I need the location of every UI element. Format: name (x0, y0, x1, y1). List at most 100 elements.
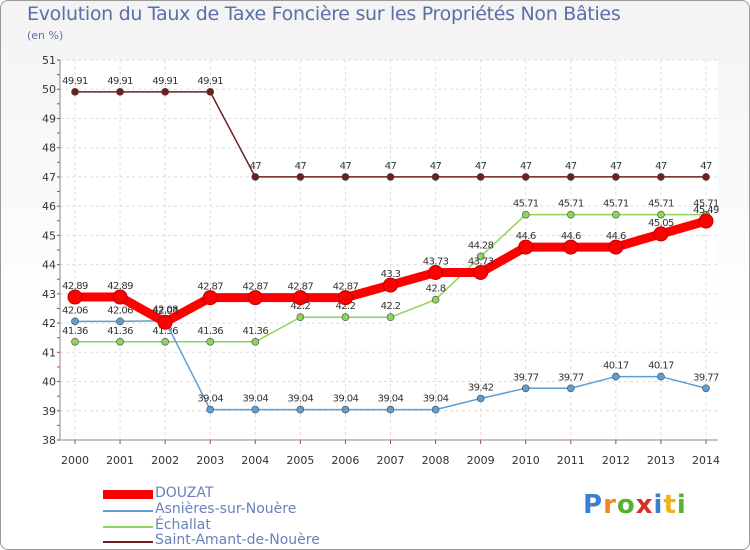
x-tick-label: 2007 (377, 454, 405, 467)
data-label-asni-res-sur-nou-re: 42.06 (62, 305, 88, 316)
y-tick-label: 41 (42, 346, 56, 359)
data-point-saint-amant-de-nou-re (251, 173, 260, 181)
y-tick-label: 49 (42, 112, 56, 125)
data-point--challat (341, 313, 350, 322)
x-tick-label: 2009 (467, 454, 495, 467)
data-label-saint-amant-de-nou-re: 47 (655, 161, 667, 172)
data-label--challat: 41.36 (242, 326, 268, 337)
data-point-douzat (518, 239, 534, 255)
data-point-saint-amant-de-nou-re (657, 173, 665, 181)
data-point-saint-amant-de-nou-re (386, 173, 395, 181)
logo-letter: i (676, 490, 687, 520)
data-label-asni-res-sur-nou-re: 40.17 (603, 361, 629, 372)
data-point-asni-res-sur-nou-re (71, 317, 79, 326)
data-label-asni-res-sur-nou-re: 39.04 (288, 394, 314, 405)
data-point-douzat (383, 277, 398, 293)
data-label-saint-amant-de-nou-re: 47 (430, 161, 442, 172)
data-point-asni-res-sur-nou-re (116, 317, 124, 326)
data-label-saint-amant-de-nou-re: 47 (250, 161, 262, 172)
data-label-asni-res-sur-nou-re: 39.04 (197, 394, 223, 405)
data-point-asni-res-sur-nou-re (612, 372, 620, 381)
data-label--challat: 45.71 (648, 199, 674, 210)
data-label-saint-amant-de-nou-re: 47 (385, 161, 397, 172)
data-point-saint-amant-de-nou-re (476, 173, 485, 181)
x-tick-label: 2006 (331, 454, 359, 467)
data-point-asni-res-sur-nou-re (657, 372, 665, 381)
data-label--challat: 42.2 (335, 301, 355, 312)
data-point--challat (116, 337, 124, 346)
data-point-saint-amant-de-nou-re (206, 88, 215, 96)
data-label--challat: 45.71 (513, 199, 539, 210)
y-tick-label: 50 (42, 83, 56, 96)
data-label-douzat: 44.6 (561, 231, 581, 242)
data-point-asni-res-sur-nou-re (341, 405, 350, 414)
data-label-asni-res-sur-nou-re: 39.04 (333, 394, 359, 405)
data-label-saint-amant-de-nou-re: 47 (700, 161, 712, 172)
data-label-asni-res-sur-nou-re: 42.08 (152, 305, 178, 316)
data-label-asni-res-sur-nou-re: 40.17 (648, 361, 674, 372)
y-tick-label: 40 (42, 376, 56, 389)
x-tick-label: 2013 (647, 454, 675, 467)
data-point--challat (612, 210, 620, 219)
data-label-asni-res-sur-nou-re: 39.77 (513, 372, 539, 383)
data-label-douzat: 42.03 (152, 306, 178, 317)
legend-swatch-saint-amant (103, 541, 153, 543)
data-point--challat (71, 337, 79, 346)
data-point-douzat (337, 290, 353, 306)
data-label-asni-res-sur-nou-re: 39.04 (423, 394, 449, 405)
data-point-douzat (202, 290, 218, 306)
legend-label-saint-amant: Saint-Amant-de-Nouère (155, 532, 320, 548)
data-label-saint-amant-de-nou-re: 47 (610, 161, 622, 172)
data-point-douzat (473, 265, 489, 281)
x-tick-label: 2012 (602, 454, 630, 467)
data-label-saint-amant-de-nou-re: 47 (520, 161, 532, 172)
data-label--challat: 45.71 (558, 199, 584, 210)
data-point-douzat (428, 265, 444, 281)
data-point-asni-res-sur-nou-re (566, 384, 575, 393)
x-tick-label: 2003 (196, 454, 224, 467)
y-tick-label: 48 (42, 142, 56, 155)
data-label-saint-amant-de-nou-re: 47 (475, 161, 487, 172)
y-tick-label: 51 (42, 54, 56, 67)
data-label--challat: 45.71 (693, 199, 719, 210)
data-point-douzat (157, 314, 173, 330)
data-label--challat: 41.36 (197, 326, 223, 337)
data-point-saint-amant-de-nou-re (566, 173, 575, 181)
logo-letter: r (603, 490, 617, 520)
data-label-saint-amant-de-nou-re: 49.91 (152, 76, 178, 87)
y-tick-label: 43 (42, 288, 56, 301)
data-label--challat: 41.36 (62, 326, 88, 337)
x-tick-label: 2001 (106, 454, 134, 467)
data-point--challat (566, 210, 575, 219)
data-point-saint-amant-de-nou-re (521, 173, 530, 181)
data-label-douzat: 42.89 (62, 281, 88, 292)
data-point-saint-amant-de-nou-re (702, 173, 710, 181)
logo-letter: P (583, 490, 604, 520)
data-point-douzat (563, 239, 579, 255)
data-point-asni-res-sur-nou-re (296, 405, 305, 414)
y-tick-label: 46 (42, 200, 56, 213)
data-label-douzat: 42.87 (333, 282, 359, 293)
data-label--challat: 42.8 (426, 284, 446, 295)
data-label-douzat: 45.05 (648, 218, 674, 229)
data-point--challat (161, 337, 169, 346)
data-label--challat: 42.2 (381, 301, 401, 312)
logo-letter: i (653, 490, 664, 520)
data-label--challat: 41.36 (152, 326, 178, 337)
data-point-asni-res-sur-nou-re (206, 405, 215, 414)
x-tick-label: 2004 (241, 454, 269, 467)
x-tick-label: 2005 (286, 454, 314, 467)
y-tick-label: 44 (42, 259, 56, 272)
data-label-asni-res-sur-nou-re: 39.77 (558, 372, 584, 383)
data-label-douzat: 43.3 (381, 269, 401, 280)
data-point-saint-amant-de-nou-re (116, 88, 124, 96)
data-point--challat (386, 313, 395, 322)
data-point-douzat (653, 226, 669, 242)
data-label-saint-amant-de-nou-re: 49.91 (62, 76, 88, 87)
data-point-douzat (112, 289, 128, 305)
proxiti-logo: Proxiti (583, 490, 687, 520)
data-point-douzat (608, 239, 624, 255)
y-tick-label: 39 (42, 405, 56, 418)
y-tick-label: 45 (42, 229, 56, 242)
